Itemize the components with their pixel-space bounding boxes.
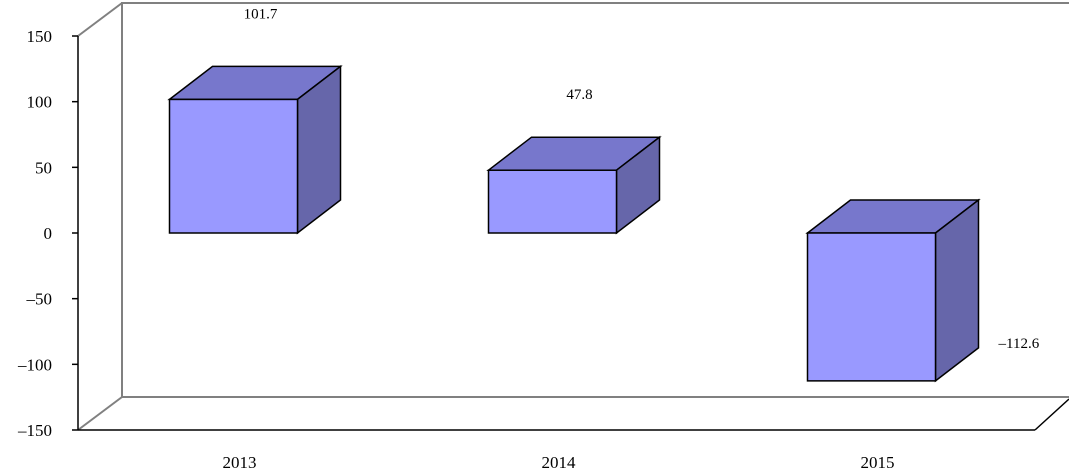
bar-front-face: [168, 98, 299, 234]
y-tick-label: 150: [27, 27, 53, 46]
bars: [167, 64, 981, 383]
data-label-2015: –112.6: [998, 336, 1040, 352]
y-tick-label: 50: [35, 158, 52, 177]
bar-2013: [167, 64, 343, 235]
side-wall-top-edge: [77, 2, 123, 37]
floor-left-edge: [77, 396, 123, 431]
x-category-label: 2014: [542, 453, 577, 472]
y-axis: 150 100 50 0 –50 –100 –150: [17, 27, 1035, 440]
bar-side-face: [934, 198, 980, 383]
x-category-label: 2013: [223, 453, 257, 472]
y-tick-label: –100: [17, 355, 52, 374]
bar-front-face: [487, 169, 618, 234]
bar-front-face: [806, 232, 937, 382]
chart-walls: [77, 2, 1069, 431]
data-label-2014: 47.8: [566, 87, 592, 103]
y-tick-label: –50: [26, 290, 53, 309]
x-category-label: 2015: [861, 453, 895, 472]
y-tick-label: 100: [27, 93, 53, 112]
y-tick-label: 0: [44, 224, 53, 243]
y-tick-label: –150: [17, 421, 52, 440]
data-label-2013: 101.7: [244, 6, 278, 22]
bar-2014: [486, 135, 662, 235]
floor-right-edge: [1034, 398, 1069, 431]
labels: 2013 101.7 2014 47.8 2015 –112.6: [223, 6, 1040, 472]
bar-2015: [805, 198, 981, 383]
back-wall: [121, 2, 1069, 398]
